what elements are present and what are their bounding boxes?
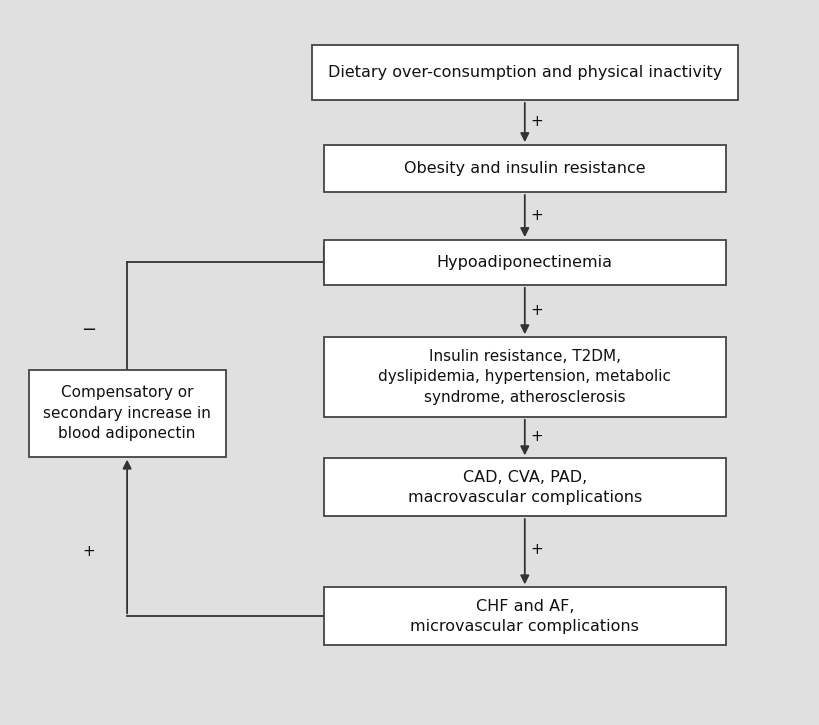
Text: +: + <box>530 114 543 128</box>
Text: Dietary over-consumption and physical inactivity: Dietary over-consumption and physical in… <box>328 65 721 80</box>
Text: +: + <box>530 303 543 318</box>
FancyBboxPatch shape <box>324 145 725 191</box>
FancyBboxPatch shape <box>324 239 725 285</box>
Text: +: + <box>530 429 543 444</box>
Text: Insulin resistance, T2DM,
dyslipidemia, hypertension, metabolic
syndrome, athero: Insulin resistance, T2DM, dyslipidemia, … <box>378 349 671 405</box>
Text: +: + <box>530 542 543 557</box>
FancyBboxPatch shape <box>29 370 225 457</box>
FancyBboxPatch shape <box>324 337 725 417</box>
FancyBboxPatch shape <box>311 46 737 100</box>
FancyBboxPatch shape <box>324 587 725 645</box>
Text: −: − <box>81 321 96 339</box>
Text: Compensatory or
secondary increase in
blood adiponectin: Compensatory or secondary increase in bl… <box>43 386 210 441</box>
Text: Hypoadiponectinemia: Hypoadiponectinemia <box>437 255 612 270</box>
FancyBboxPatch shape <box>324 458 725 516</box>
Text: Obesity and insulin resistance: Obesity and insulin resistance <box>404 161 645 175</box>
Text: +: + <box>530 208 543 223</box>
Text: CHF and AF,
microvascular complications: CHF and AF, microvascular complications <box>410 599 639 634</box>
Text: CAD, CVA, PAD,
macrovascular complications: CAD, CVA, PAD, macrovascular complicatio… <box>407 470 641 505</box>
Text: +: + <box>82 544 95 558</box>
